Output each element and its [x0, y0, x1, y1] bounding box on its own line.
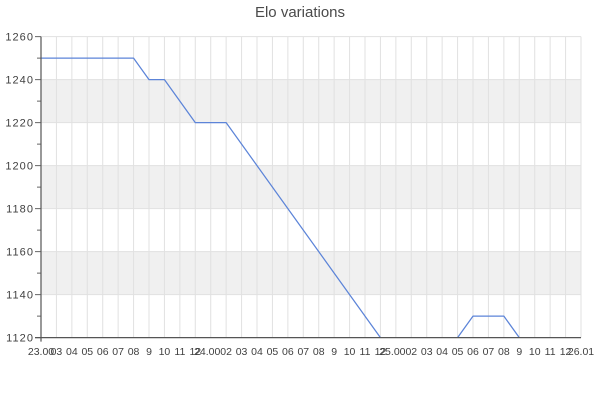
svg-text:03: 03 [51, 346, 63, 358]
svg-text:9: 9 [146, 346, 152, 358]
svg-text:1200: 1200 [5, 161, 34, 173]
svg-text:10: 10 [529, 346, 541, 358]
svg-text:05: 05 [267, 346, 279, 358]
svg-text:23.00: 23.00 [28, 346, 54, 358]
svg-text:12: 12 [560, 346, 572, 358]
svg-text:1220: 1220 [5, 118, 34, 130]
svg-text:25.00: 25.00 [379, 346, 405, 358]
svg-text:12: 12 [189, 346, 201, 358]
svg-text:10: 10 [159, 346, 171, 358]
svg-text:06: 06 [97, 346, 109, 358]
svg-text:1260: 1260 [5, 32, 34, 44]
svg-text:03: 03 [421, 346, 433, 358]
svg-text:26.01: 26.01 [568, 346, 594, 358]
svg-text:1140: 1140 [6, 290, 34, 302]
svg-text:Elo variations: Elo variations [255, 4, 345, 21]
svg-text:9: 9 [331, 346, 337, 358]
svg-text:11: 11 [545, 346, 556, 358]
svg-text:05: 05 [452, 346, 464, 358]
svg-text:06: 06 [282, 346, 294, 358]
svg-text:02: 02 [405, 346, 417, 358]
svg-text:10: 10 [344, 346, 356, 358]
svg-text:08: 08 [128, 346, 140, 358]
svg-text:07: 07 [297, 346, 309, 358]
svg-text:9: 9 [516, 346, 522, 358]
svg-text:07: 07 [483, 346, 495, 358]
svg-text:1160: 1160 [6, 247, 34, 259]
svg-text:03: 03 [236, 346, 248, 358]
svg-text:04: 04 [66, 346, 78, 358]
svg-text:07: 07 [112, 346, 124, 358]
svg-text:11: 11 [360, 346, 371, 358]
svg-text:1120: 1120 [6, 333, 34, 345]
svg-text:11: 11 [174, 346, 185, 358]
svg-text:02: 02 [220, 346, 232, 358]
svg-text:05: 05 [81, 346, 93, 358]
svg-text:1240: 1240 [5, 75, 34, 87]
svg-text:08: 08 [498, 346, 510, 358]
svg-text:1180: 1180 [6, 204, 34, 216]
svg-text:24.00: 24.00 [194, 346, 220, 358]
svg-text:04: 04 [436, 346, 448, 358]
svg-text:12: 12 [375, 346, 387, 358]
svg-text:04: 04 [251, 346, 263, 358]
svg-text:08: 08 [313, 346, 325, 358]
svg-text:06: 06 [467, 346, 479, 358]
